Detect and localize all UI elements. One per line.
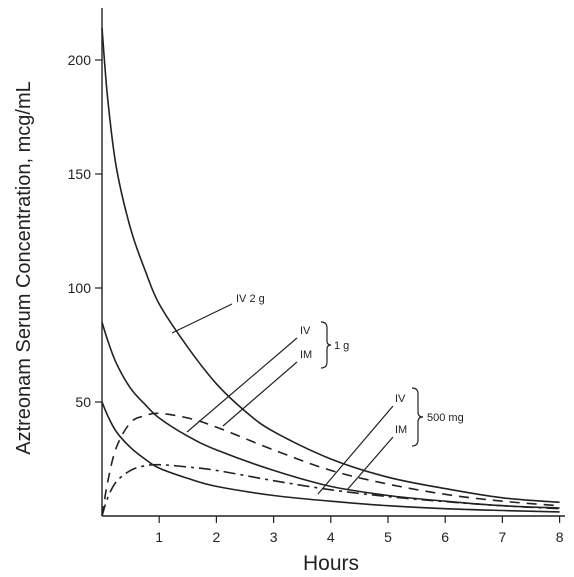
curves: [101, 28, 560, 517]
series-line-iv-2-g: [101, 28, 560, 504]
label-iv-2g: IV 2 g: [236, 293, 265, 305]
x-tick-label: 6: [441, 529, 449, 545]
label-im-500mg: IM: [395, 424, 407, 436]
brace-500mg: [411, 387, 424, 447]
y-tick-label: 50: [75, 394, 91, 410]
label-500mg: 500 mg: [427, 412, 464, 424]
x-tick-label: 1: [155, 529, 163, 545]
label-iv-500mg: IV: [395, 393, 406, 405]
x-tick-label: 4: [327, 529, 335, 545]
leader-im-500mg: [346, 436, 394, 491]
y-tick-label: 150: [68, 166, 92, 182]
x-tick-label: 2: [213, 529, 221, 545]
x-tick-label: 8: [556, 529, 564, 545]
brace-1g: [320, 321, 332, 369]
x-tick-label: 7: [499, 529, 507, 545]
leader-im-1g: [222, 361, 298, 427]
x-tick-label: 3: [270, 529, 278, 545]
axes: [101, 8, 565, 517]
y-tick-label: 100: [68, 280, 92, 296]
x-axis-title: Hours: [303, 552, 359, 575]
annotation-leaders: [171, 303, 424, 495]
label-1g: 1 g: [334, 340, 349, 352]
x-tick-label: 5: [384, 529, 392, 545]
leader-iv-500mg: [317, 405, 394, 495]
label-im-1g: IM: [300, 349, 312, 361]
series-line-im-500-mg: [101, 463, 560, 517]
label-iv-1g: IV: [300, 325, 311, 337]
y-axis-title: Aztreonam Serum Concentration, mcg/mL: [13, 81, 35, 455]
ticks: 1 2 3 4 5 6 7 8 50 100 150 200: [68, 52, 564, 545]
leader-iv-2g: [171, 303, 233, 334]
series-line-iv-500-mg: [101, 401, 560, 513]
leader-iv-1g: [186, 337, 298, 433]
y-tick-label: 200: [68, 52, 92, 68]
annotation-text: IV 2 g IV IM 1 g IV IM 500 mg: [236, 293, 464, 436]
